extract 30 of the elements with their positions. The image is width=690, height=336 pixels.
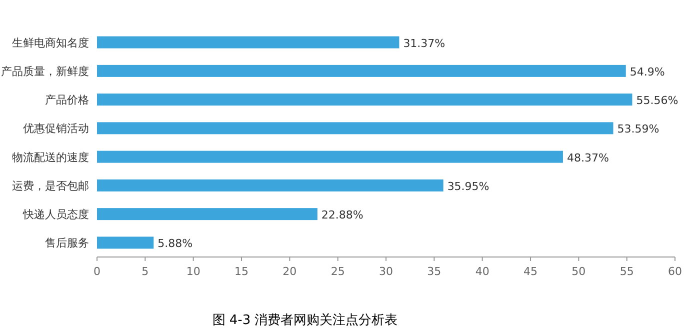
data-label: 48.37% bbox=[566, 151, 609, 164]
caption: 图 4-3 消费者网购关注点分析表 bbox=[212, 313, 398, 328]
x-tick-label: 40 bbox=[475, 265, 490, 278]
x-tick-label: 20 bbox=[282, 265, 297, 278]
y-tick-label: 售后服务 bbox=[45, 236, 89, 250]
x-tick-label: 30 bbox=[379, 265, 393, 278]
y-tick-label: 快递人员态度 bbox=[22, 208, 89, 222]
y-tick-label: 生鲜电商知名度 bbox=[12, 36, 89, 50]
data-label: 31.37% bbox=[403, 36, 446, 50]
data-label: 54.9% bbox=[630, 65, 665, 78]
y-tick-label: 优惠促销活动 bbox=[23, 122, 89, 136]
x-tick-label: 15 bbox=[234, 265, 248, 278]
data-label: 22.88% bbox=[321, 208, 364, 222]
x-tick-label: 50 bbox=[572, 265, 586, 278]
y-tick-label: 运费，是否包邮 bbox=[12, 179, 89, 192]
data-label: 5.88% bbox=[158, 237, 193, 250]
data-label: 35.95% bbox=[447, 180, 490, 193]
y-tick-label: 产品质量，新鲜度 bbox=[1, 64, 89, 78]
x-tick-label: 45 bbox=[524, 265, 538, 278]
x-tick-label: 25 bbox=[330, 265, 345, 278]
x-tick-label: 35 bbox=[427, 265, 442, 278]
y-tick-label: 产品价格 bbox=[45, 94, 89, 107]
x-tick-label: 5 bbox=[142, 265, 149, 278]
x-tick-label: 55 bbox=[620, 265, 634, 278]
x-tick-label: 0 bbox=[94, 265, 100, 278]
y-tick-label: 物流配送的速度 bbox=[12, 150, 89, 164]
x-tick-label: 10 bbox=[186, 265, 200, 278]
data-label: 53.59% bbox=[617, 122, 660, 136]
data-label: 55.56% bbox=[636, 94, 678, 108]
x-tick-label: 60 bbox=[668, 265, 682, 278]
